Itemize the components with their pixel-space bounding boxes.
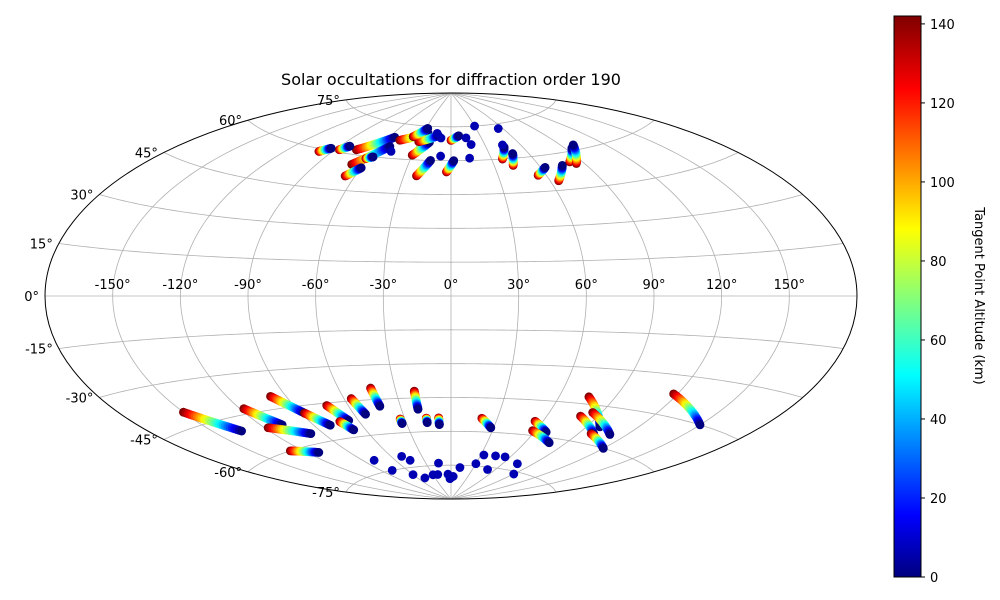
latitude-tick-labels: 75° 60° 45° 30° 15° 0° -15° -30° -45° -60° -75° (24, 94, 340, 501)
longitude-tick-label: -30° (369, 278, 397, 293)
occultation-point (325, 420, 335, 430)
occultation-point (454, 131, 464, 141)
occultation-point (387, 465, 397, 475)
latitude-tick-label: -30° (66, 392, 94, 407)
occultation-point (408, 470, 418, 479)
occultation-point (397, 419, 407, 428)
longitude-tick-label: 150° (774, 278, 805, 293)
longitude-tick-label: -150° (95, 278, 131, 293)
occultation-point (345, 141, 355, 151)
occultation-point (461, 133, 471, 143)
occultation-point (455, 463, 465, 472)
occultation-point (368, 152, 378, 162)
latitude-tick-label: 0° (24, 290, 39, 305)
occultation-point (405, 455, 415, 465)
colorbar-tick-label: 40 (930, 413, 947, 428)
latitude-tick-label: -60° (214, 466, 242, 481)
longitude-tick-label: 90° (642, 278, 665, 293)
latitude-tick-label: 30° (70, 189, 93, 204)
colorbar-tick-label: 120 (930, 97, 955, 112)
occultation-point (375, 401, 385, 411)
latitude-tick-label: -45° (130, 434, 158, 449)
occultation-point (508, 149, 517, 158)
data-points (179, 121, 705, 484)
occultation-point (369, 455, 379, 465)
colorbar-tick-label: 20 (930, 492, 947, 507)
occultation-point (420, 473, 430, 483)
occultation-point (557, 161, 567, 170)
occultation-point (479, 450, 489, 460)
globe-outline (44, 92, 858, 500)
colorbar-tick-label: 0 (930, 571, 938, 586)
colorbar-label: Tangent Point Altitude (km) (971, 206, 986, 384)
occultation-point (433, 470, 443, 479)
colorbar-tick-label: 60 (930, 334, 947, 349)
occultation-point (397, 451, 407, 461)
occultation-point (466, 140, 476, 149)
occultation-point (449, 156, 459, 166)
occultation-point (349, 425, 359, 435)
occultation-point (314, 448, 324, 457)
occultation-point (426, 156, 435, 165)
occultation-point (598, 443, 608, 453)
colorbar-tick-label: 100 (930, 176, 955, 191)
colorbar (893, 15, 922, 578)
longitude-tick-label: 120° (706, 278, 737, 293)
occultation-point (423, 123, 433, 133)
latitude-tick-label: 75° (317, 94, 340, 109)
occultation-point (326, 143, 336, 153)
latitude-tick-label: 45° (135, 146, 158, 161)
occultation-point (237, 426, 247, 436)
meridian-line (450, 93, 587, 499)
meridian-line (382, 93, 452, 499)
occultation-point (500, 452, 510, 462)
longitude-tick-label: 60° (575, 278, 598, 293)
latitude-tick-label: 15° (30, 237, 53, 252)
occultation-point (498, 140, 507, 150)
longitude-tick-label: 0° (444, 278, 459, 293)
occultation-point (465, 153, 475, 163)
occultation-point (434, 420, 444, 430)
occultation-point (695, 420, 705, 430)
meridian-line (112, 93, 452, 499)
occultation-point (509, 469, 519, 479)
colorbar-tick-label: 140 (930, 18, 955, 33)
meridian-line (450, 93, 520, 499)
occultation-point (436, 151, 446, 161)
occultation-point (491, 451, 500, 461)
occultation-point (356, 163, 366, 173)
occultation-point (306, 429, 316, 439)
occultation-point (386, 146, 396, 156)
occultation-point (544, 438, 554, 448)
occultation-point (422, 418, 432, 427)
latitude-tick-label: 60° (219, 114, 242, 129)
occultation-point (483, 465, 492, 474)
occultation-point (471, 459, 481, 469)
occultation-point (413, 404, 423, 414)
occultation-point (605, 430, 615, 439)
occultation-point (493, 124, 503, 133)
occultation-point (512, 459, 522, 469)
latitude-tick-label: -15° (25, 343, 53, 358)
latitude-tick-label: -75° (312, 486, 340, 501)
occultation-point (470, 121, 479, 131)
chart-title: Solar occultations for diffraction order… (281, 70, 621, 89)
meridian-line (450, 93, 790, 499)
longitude-tick-label: 30° (507, 278, 530, 293)
occultation-point (436, 133, 446, 143)
occultation-point (434, 458, 443, 468)
occultation-point (486, 423, 496, 433)
occultation-point (361, 409, 370, 419)
colorbar-tick-label: 80 (930, 255, 947, 270)
occultation-point (568, 140, 578, 150)
occultation-point (443, 469, 453, 479)
longitude-tick-label: -120° (162, 278, 198, 293)
graticule (45, 93, 857, 499)
longitude-tick-labels: -150° -120° -90° -60° -30° 0° 30° 60° 90° 120° 150… (95, 278, 805, 293)
longitude-tick-label: -60° (302, 278, 330, 293)
occultation-point (540, 162, 550, 172)
colorbar-ticks: 0 20 40 60 80 100 120 140 (921, 18, 955, 586)
longitude-tick-label: -90° (234, 278, 262, 293)
